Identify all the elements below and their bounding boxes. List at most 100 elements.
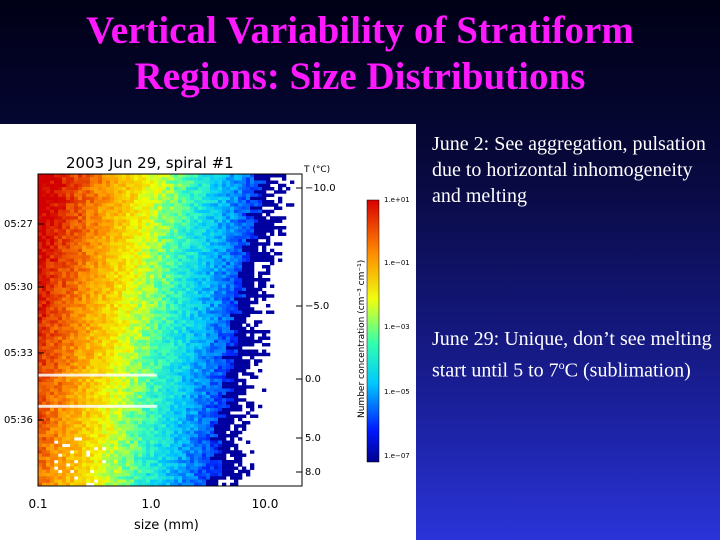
heatmap-cell [134,193,139,197]
heatmap-cell [50,203,55,207]
heatmap-cell [190,248,195,253]
heatmap-cell [58,368,63,373]
heatmap-cell [206,446,211,451]
heatmap-cell [174,446,179,451]
heatmap-cell [38,333,43,337]
heatmap-cell [50,466,55,470]
heatmap-cell [210,459,215,464]
heatmap-cell [74,329,79,334]
heatmap-cell [214,183,219,188]
heatmap-cell [130,359,135,363]
heatmap-cell [114,216,119,220]
heatmap-cell [194,453,199,457]
heatmap-cell [38,180,43,184]
heatmap-cell [58,407,63,412]
heatmap-cell [174,368,179,373]
heatmap-cell [106,420,111,425]
heatmap-cell [98,264,103,269]
heatmap-cell [182,300,187,305]
heatmap-cell [102,378,107,383]
heatmap-cell [166,391,171,396]
heatmap-cell [238,258,243,262]
heatmap-cell [66,401,71,405]
heatmap-cell [166,433,171,438]
heatmap-cell [190,355,195,360]
heatmap-cell [242,209,247,214]
heatmap-cell [98,385,103,389]
heatmap-cell [182,261,187,266]
heatmap-cell [142,339,147,344]
heatmap-cell [118,352,123,357]
heatmap-cell [194,287,199,292]
heatmap-cell [54,281,59,285]
heatmap-cell [162,219,167,223]
heatmap-cell [94,459,99,464]
heatmap-cell [94,297,99,301]
heatmap-cell [86,242,91,246]
heatmap-cell [126,323,131,327]
heatmap-cell [182,456,187,461]
heatmap-cell [90,209,95,214]
heatmap-cell [178,326,183,331]
heatmap-cell [90,355,95,360]
heatmap-cell [46,199,51,204]
heatmap-cell [226,355,231,360]
heatmap-cell [134,359,139,363]
heatmap-cell [126,310,131,314]
heatmap-cell [62,251,67,256]
heatmap-cell [242,219,247,223]
heatmap-cell [174,251,179,256]
heatmap-cell [258,359,263,363]
heatmap-cell [246,206,251,210]
heatmap-cell [170,310,175,314]
heatmap-cell [250,414,255,418]
heatmap-cell [138,316,143,321]
heatmap-cell [90,177,95,181]
heatmap-cell [110,463,115,467]
heatmap-cell [114,303,119,308]
heatmap-cell [254,225,259,230]
heatmap-cell [238,180,243,184]
heatmap-cell [134,339,139,344]
heatmap-cell [114,375,119,379]
heatmap-cell [38,232,43,236]
heatmap-cell [42,401,47,405]
heatmap-cell [178,339,183,344]
heatmap-cell [114,222,119,227]
heatmap-cell [214,180,219,184]
heatmap-cell [206,398,211,402]
heatmap-cell [222,381,227,386]
heatmap-cell [150,245,155,249]
heatmap-cell [102,355,107,360]
heatmap-cell [110,186,115,191]
heatmap-cell [174,420,179,425]
heatmap-cell [130,323,135,327]
heatmap-cell [206,212,211,217]
heatmap-cell [146,375,151,379]
heatmap-cell [170,333,175,337]
heatmap-cell [102,255,107,259]
slide-title: Vertical Variability of Stratiform Regio… [0,8,720,100]
heatmap-cell [266,225,271,230]
heatmap-cell [138,320,143,324]
heatmap-cell [202,433,207,438]
heatmap-cell [158,320,163,324]
heatmap-cell [190,222,195,227]
heatmap-cell [50,427,55,431]
heatmap-cell [78,453,83,457]
heatmap-cell [110,411,115,415]
heatmap-cell [262,271,267,275]
heatmap-cell [138,313,143,318]
heatmap-cell [138,362,143,366]
heatmap-cell [162,284,167,288]
heatmap-cell [234,199,239,204]
heatmap-cell [90,303,95,308]
heatmap-cell [70,424,75,428]
heatmap-cell [42,255,47,259]
heatmap-cell [110,346,115,350]
heatmap-cell [166,378,171,383]
heatmap-cell [146,398,151,402]
heatmap-cell [166,446,171,451]
heatmap-cell [106,274,111,279]
heatmap-cell [126,385,131,389]
